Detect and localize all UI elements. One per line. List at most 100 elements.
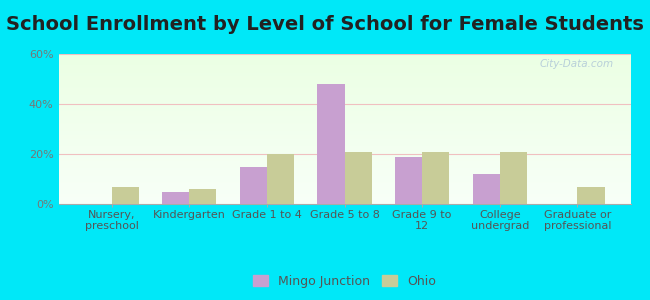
Bar xyxy=(58,121,630,122)
Bar xyxy=(58,63,630,64)
Bar xyxy=(473,174,500,204)
Bar xyxy=(58,142,630,143)
Bar xyxy=(58,162,630,163)
Text: School Enrollment by Level of School for Female Students: School Enrollment by Level of School for… xyxy=(6,15,644,34)
Bar xyxy=(58,202,630,203)
Bar xyxy=(58,124,630,125)
Bar xyxy=(58,151,630,152)
Bar xyxy=(58,145,630,146)
Bar xyxy=(58,199,630,200)
Bar xyxy=(58,86,630,87)
Bar xyxy=(112,187,139,204)
Bar xyxy=(58,98,630,99)
Bar xyxy=(58,191,630,192)
Bar xyxy=(58,160,630,161)
Bar xyxy=(58,133,630,134)
Bar xyxy=(395,157,422,204)
Bar xyxy=(58,128,630,129)
Bar xyxy=(58,60,630,61)
Bar xyxy=(58,102,630,103)
Bar xyxy=(58,132,630,133)
Bar xyxy=(58,178,630,179)
Bar xyxy=(58,68,630,69)
Bar xyxy=(58,140,630,141)
Bar xyxy=(58,169,630,170)
Bar xyxy=(58,71,630,72)
Bar xyxy=(58,159,630,160)
Bar xyxy=(58,138,630,139)
Bar xyxy=(58,150,630,151)
Bar xyxy=(58,193,630,194)
Bar xyxy=(58,77,630,78)
Bar xyxy=(58,158,630,159)
Bar xyxy=(58,203,630,204)
Text: City-Data.com: City-Data.com xyxy=(540,58,614,68)
Bar xyxy=(58,169,630,170)
Bar xyxy=(58,116,630,117)
Bar xyxy=(58,80,630,81)
Bar xyxy=(58,61,630,62)
Bar xyxy=(58,96,630,97)
Bar xyxy=(58,120,630,121)
Bar xyxy=(58,143,630,144)
Bar xyxy=(58,83,630,84)
Bar xyxy=(58,160,630,161)
Bar xyxy=(58,185,630,186)
Bar xyxy=(58,184,630,185)
Bar xyxy=(189,189,216,204)
Bar xyxy=(58,196,630,197)
Bar xyxy=(58,129,630,130)
Bar xyxy=(58,182,630,183)
Bar xyxy=(58,139,630,140)
Bar xyxy=(58,70,630,71)
Bar xyxy=(58,75,630,76)
Bar xyxy=(58,131,630,132)
Bar xyxy=(58,180,630,181)
Bar xyxy=(422,152,449,204)
Bar xyxy=(58,164,630,165)
Bar xyxy=(267,154,294,204)
Bar xyxy=(58,179,630,180)
Bar xyxy=(58,84,630,85)
Bar xyxy=(58,119,630,120)
Bar xyxy=(58,62,630,63)
Bar xyxy=(58,94,630,95)
Bar xyxy=(58,104,630,105)
Bar xyxy=(58,181,630,182)
Bar xyxy=(58,153,630,154)
Bar xyxy=(240,167,267,204)
Bar xyxy=(58,200,630,201)
Bar xyxy=(58,110,630,111)
Bar xyxy=(58,152,630,153)
Bar xyxy=(58,118,630,119)
Bar xyxy=(58,177,630,178)
Bar xyxy=(58,115,630,116)
Bar xyxy=(58,101,630,102)
Bar xyxy=(58,107,630,108)
Bar xyxy=(58,135,630,136)
Bar xyxy=(58,95,630,96)
Bar xyxy=(58,141,630,142)
Bar xyxy=(58,117,630,118)
Bar xyxy=(58,144,630,145)
Bar xyxy=(58,59,630,60)
Bar xyxy=(58,188,630,189)
Bar xyxy=(58,111,630,112)
Bar xyxy=(58,136,630,137)
Bar xyxy=(58,114,630,115)
Bar xyxy=(58,187,630,188)
Bar xyxy=(58,113,630,114)
Bar xyxy=(58,58,630,59)
Bar xyxy=(58,56,630,57)
Bar xyxy=(58,189,630,190)
Bar xyxy=(58,183,630,184)
Bar xyxy=(58,171,630,172)
Bar xyxy=(58,108,630,109)
Bar xyxy=(58,127,630,128)
Bar xyxy=(58,190,630,191)
Bar xyxy=(58,155,630,156)
Bar xyxy=(58,125,630,126)
Bar xyxy=(58,157,630,158)
Bar xyxy=(58,163,630,164)
Bar xyxy=(58,91,630,92)
